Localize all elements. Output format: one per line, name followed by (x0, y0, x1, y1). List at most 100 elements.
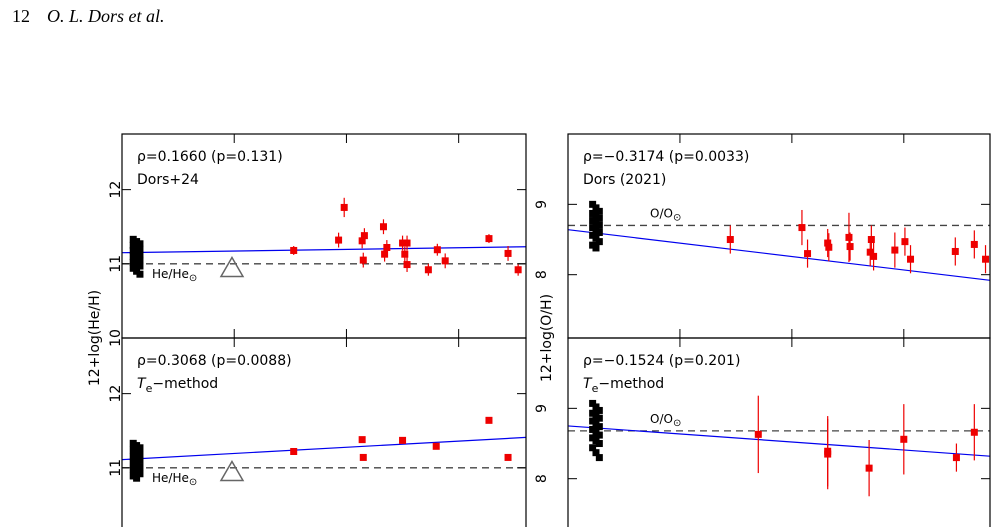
data-point (514, 266, 522, 274)
data-point (399, 436, 407, 444)
data-point (726, 236, 734, 244)
y-tick-label: 8 (534, 270, 550, 279)
data-point (290, 246, 298, 254)
data-point (982, 255, 990, 263)
data-point (901, 238, 909, 246)
data-point (867, 236, 875, 244)
fit-line (567, 229, 991, 281)
data-point (360, 232, 368, 240)
reference-text: He/He (152, 470, 189, 484)
data-point (798, 224, 806, 232)
data-point (824, 239, 832, 247)
data-point (136, 270, 144, 278)
panel: O/O⊙ 8 9 ρ=−0.3174 (p=0.0033) Dors (2021) 12+… (534, 133, 991, 382)
reference-text: O/O (650, 411, 673, 425)
data-point (907, 255, 915, 263)
panel: O/O⊙ 8 9 ρ=−0.1524 (p=0.201) Te−method (534, 337, 991, 527)
data-point (136, 245, 144, 253)
data-point (595, 214, 603, 222)
data-point (433, 246, 441, 254)
data-point (504, 453, 512, 461)
data-point (136, 256, 144, 264)
subtitle: Te−method (137, 376, 218, 395)
y-tick-label: 8 (534, 474, 550, 483)
data-point (504, 249, 512, 257)
data-point (335, 236, 343, 244)
reference-text: He/He (152, 266, 189, 280)
data-point (403, 239, 411, 247)
subtitle: Te−method (583, 376, 664, 395)
data-point (592, 449, 600, 457)
panel-frame (121, 337, 527, 527)
data-point (340, 203, 348, 211)
annotation: ρ=0.3068 (p=0.0088) (137, 353, 292, 369)
data-point (401, 250, 409, 258)
data-point (358, 237, 366, 245)
panel-frame (567, 337, 991, 527)
data-point (381, 250, 389, 258)
subtitle-text: −method (152, 376, 218, 392)
data-point (595, 238, 603, 246)
subtitle: Dors (2021) (583, 172, 666, 188)
data-point (865, 464, 873, 472)
subtitle-subscript: e (146, 382, 153, 395)
data-point (595, 454, 603, 462)
reference-subscript: ⊙ (673, 418, 681, 429)
panel: He/He⊙ 10 11 12 ρ=0.1660 (p=0.131) Dors+24 12+… (87, 133, 527, 386)
reference-subscript: ⊙ (189, 273, 197, 284)
data-point (136, 262, 144, 270)
data-point (136, 463, 144, 471)
reference-label: O/O⊙ (650, 411, 681, 429)
data-point (951, 247, 959, 255)
panel: He/He⊙ 11 12 ρ=0.3068 (p=0.0088) Te−method (108, 337, 527, 527)
data-point (595, 431, 603, 439)
data-point (441, 257, 449, 265)
reference-text: O/O (650, 206, 673, 220)
data-point (891, 246, 899, 254)
y-axis-label: 12+log(He/H) (87, 290, 103, 386)
subtitle-symbol: T (583, 376, 593, 392)
subtitle-symbol: T (137, 376, 147, 392)
data-point (403, 261, 411, 269)
data-point (136, 456, 144, 464)
reference-label: O/O⊙ (650, 206, 681, 224)
data-point (595, 406, 603, 414)
running-head: O. L. Dors et al. (47, 6, 165, 26)
data-point (970, 240, 978, 248)
y-axis-label: 12+log(O/H) (539, 294, 555, 382)
data-point (424, 266, 432, 274)
data-point (136, 444, 144, 452)
data-point (825, 243, 833, 251)
data-point (846, 243, 854, 251)
data-point (592, 244, 600, 252)
y-tick-label: 9 (534, 200, 550, 209)
data-point (595, 207, 603, 215)
data-point (383, 243, 391, 251)
data-point (970, 428, 978, 436)
data-point (866, 248, 874, 256)
annotation: ρ=−0.1524 (p=0.201) (583, 353, 740, 369)
data-point (136, 450, 144, 458)
reference-subscript: ⊙ (189, 477, 197, 488)
data-point (595, 423, 603, 431)
data-point (379, 223, 387, 231)
y-tick-label: 12 (108, 385, 124, 403)
fit-line (121, 436, 527, 461)
data-point (754, 430, 762, 438)
subtitle-text: −method (598, 376, 664, 392)
data-point (358, 436, 366, 444)
fit-line (567, 425, 991, 457)
data-point (595, 228, 603, 236)
data-point (399, 239, 407, 247)
data-point (589, 200, 597, 208)
y-tick-label: 10 (108, 329, 124, 347)
data-point (592, 403, 600, 411)
y-tick-label: 11 (108, 459, 124, 477)
y-tick-label: 11 (108, 255, 124, 273)
reference-label: He/He⊙ (152, 470, 197, 488)
data-point (900, 435, 908, 443)
data-point (432, 442, 440, 450)
data-point (592, 204, 600, 212)
